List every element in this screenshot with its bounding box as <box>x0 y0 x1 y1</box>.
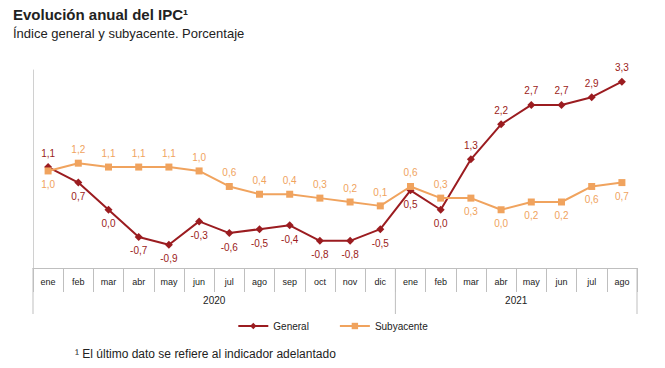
svg-text:Índice general y subyacente. P: Índice general y subyacente. Porcentaje <box>13 26 244 41</box>
svg-text:jul: jul <box>586 277 596 287</box>
svg-text:0,2: 0,2 <box>524 210 538 221</box>
svg-text:1,0: 1,0 <box>192 152 206 163</box>
svg-text:0,3: 0,3 <box>313 179 327 190</box>
svg-text:0,7: 0,7 <box>71 191 85 202</box>
svg-text:0,0: 0,0 <box>434 218 448 229</box>
svg-text:General: General <box>273 321 309 332</box>
svg-text:0,0: 0,0 <box>494 218 508 229</box>
svg-text:0,4: 0,4 <box>283 175 297 186</box>
svg-text:0,6: 0,6 <box>585 194 599 205</box>
svg-text:0,4: 0,4 <box>253 175 267 186</box>
svg-text:2,9: 2,9 <box>585 78 599 89</box>
svg-text:1,0: 1,0 <box>41 179 55 190</box>
svg-text:0,3: 0,3 <box>434 179 448 190</box>
svg-text:-0,8: -0,8 <box>311 249 329 260</box>
svg-text:nov: nov <box>343 277 358 287</box>
svg-text:feb: feb <box>434 277 447 287</box>
svg-text:0,6: 0,6 <box>404 167 418 178</box>
svg-text:2020: 2020 <box>203 295 226 306</box>
svg-text:1,1: 1,1 <box>132 148 146 159</box>
svg-text:2021: 2021 <box>505 295 528 306</box>
svg-text:abr: abr <box>132 277 145 287</box>
svg-text:-0,5: -0,5 <box>251 238 269 249</box>
svg-text:1,2: 1,2 <box>71 144 85 155</box>
svg-text:1,1: 1,1 <box>41 148 55 159</box>
svg-text:jun: jun <box>192 277 205 287</box>
svg-text:-0,6: -0,6 <box>221 242 239 253</box>
svg-text:0,7: 0,7 <box>615 191 629 202</box>
svg-text:0,0: 0,0 <box>102 218 116 229</box>
svg-text:-0,3: -0,3 <box>190 230 208 241</box>
svg-text:2,7: 2,7 <box>524 85 538 96</box>
svg-text:-0,7: -0,7 <box>130 245 148 256</box>
svg-text:-0,8: -0,8 <box>341 249 359 260</box>
svg-text:3,3: 3,3 <box>615 62 629 73</box>
svg-text:0,2: 0,2 <box>555 210 569 221</box>
svg-text:Evolución anual del IPC¹: Evolución anual del IPC¹ <box>13 6 188 23</box>
svg-text:-0,5: -0,5 <box>372 238 390 249</box>
svg-text:0,5: 0,5 <box>404 199 418 210</box>
svg-text:1,1: 1,1 <box>102 148 116 159</box>
svg-text:-0,4: -0,4 <box>281 234 299 245</box>
svg-text:jun: jun <box>554 277 567 287</box>
svg-text:ago: ago <box>252 277 267 287</box>
svg-text:mar: mar <box>101 277 117 287</box>
svg-text:2,7: 2,7 <box>555 85 569 96</box>
svg-text:0,6: 0,6 <box>222 167 236 178</box>
svg-text:0,1: 0,1 <box>373 187 387 198</box>
svg-text:1,3: 1,3 <box>464 140 478 151</box>
svg-text:feb: feb <box>72 277 85 287</box>
svg-text:ene: ene <box>41 277 56 287</box>
svg-text:2,2: 2,2 <box>494 105 508 116</box>
svg-text:0,2: 0,2 <box>343 183 357 194</box>
svg-text:sep: sep <box>282 277 297 287</box>
svg-text:mar: mar <box>463 277 479 287</box>
svg-text:Subyacente: Subyacente <box>375 321 428 332</box>
svg-text:-0,9: -0,9 <box>160 253 178 264</box>
svg-text:jul: jul <box>224 277 234 287</box>
svg-text:may: may <box>160 277 178 287</box>
svg-text:may: may <box>523 277 541 287</box>
svg-text:ene: ene <box>403 277 418 287</box>
svg-text:dic: dic <box>375 277 387 287</box>
svg-text:1,1: 1,1 <box>162 148 176 159</box>
svg-text:oct: oct <box>314 277 327 287</box>
svg-text:0,3: 0,3 <box>464 206 478 217</box>
svg-text:¹ El último dato se refiere al: ¹ El último dato se refiere al indicador… <box>75 347 336 361</box>
svg-text:abr: abr <box>495 277 508 287</box>
svg-text:ago: ago <box>614 277 629 287</box>
